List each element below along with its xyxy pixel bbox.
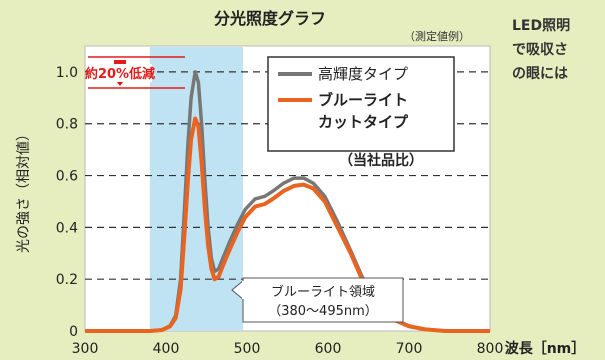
region-range: （380〜495nm） (268, 304, 378, 319)
side-note-line: で吸収さ (512, 42, 568, 58)
chart-title: 分光照度グラフ (214, 9, 326, 28)
y-axis-label: 光の強さ（相対値） (16, 127, 32, 253)
reduction-annotation: 約20%低減 (85, 56, 185, 89)
x-tick-label: 600 (315, 341, 342, 357)
x-tick-label: 700 (396, 341, 423, 357)
y-axis-ticks: 0 0.2 0.4 0.6 0.8 1.0 (56, 65, 78, 340)
side-note-line: の眼には (512, 66, 568, 82)
y-tick-label: 0.8 (56, 117, 78, 133)
blue-light-region (149, 47, 243, 331)
x-tick-label: 400 (153, 341, 180, 357)
legend-label-standard: 高輝度タイプ (318, 65, 408, 83)
reduction-label: 約20%低減 (85, 66, 155, 82)
y-tick-label: 1.0 (56, 65, 78, 81)
y-tick-label: 0.6 (56, 169, 78, 185)
y-tick-label: 0.2 (56, 272, 78, 288)
legend-note: （当社品比） (339, 152, 423, 169)
legend-label-bluecut-2: カットタイプ (318, 113, 409, 131)
x-axis-ticks: 300 400 500 600 700 800 (72, 341, 504, 357)
region-label: ブルーライト領域 (271, 284, 375, 300)
legend-label-bluecut-1: ブルーライト (318, 91, 408, 109)
side-note-line: LED照明 (512, 18, 571, 34)
x-tick-label: 500 (234, 341, 261, 357)
x-axis-label: 波長［nm］ (505, 340, 586, 357)
side-note: LED照明 で吸収さ の眼には (512, 14, 605, 86)
x-tick-label: 800 (477, 341, 504, 357)
region-callout: ブルーライト領域 （380〜495nm） (231, 277, 404, 323)
legend: 高輝度タイプ ブルーライト カットタイプ （当社品比） (267, 56, 455, 169)
y-tick-label: 0 (69, 324, 78, 340)
y-tick-label: 0.4 (56, 220, 78, 236)
x-tick-label: 300 (72, 341, 99, 357)
chart-subtitle: （測定値例） (404, 29, 470, 43)
